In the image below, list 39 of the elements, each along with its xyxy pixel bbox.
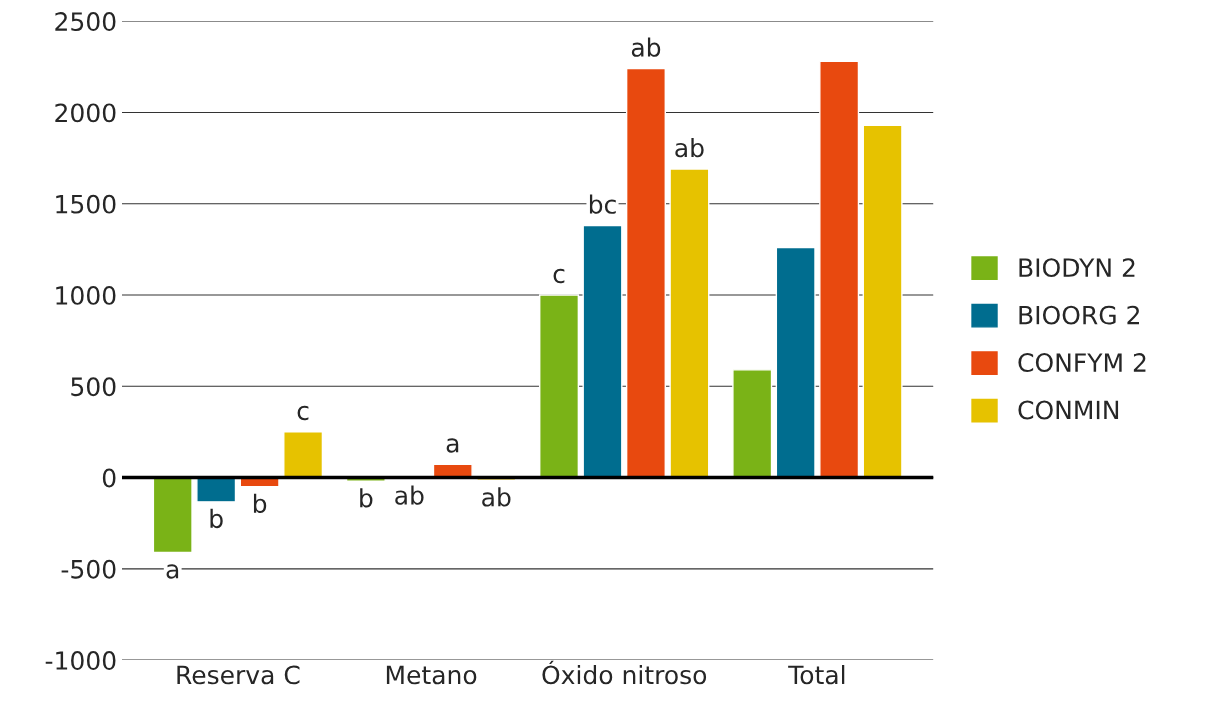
x-tick-label: Metano — [386, 665, 477, 685]
x-tick-label: Reserva C — [177, 665, 300, 685]
x-tick-label: Óxido nitroso — [542, 660, 707, 685]
y-tick-label: 2500 — [55, 12, 116, 32]
y-tick-label: -500 — [61, 559, 116, 579]
data-label: ab — [675, 137, 704, 158]
bar — [582, 224, 623, 479]
legend-label: CONFYM 2 — [1018, 353, 1146, 372]
bar — [819, 60, 860, 479]
bar — [862, 124, 903, 479]
data-label: c — [553, 268, 565, 284]
y-tick-label: 1000 — [56, 285, 116, 305]
data-label: ab — [482, 487, 511, 507]
y-tick-label: 0 — [102, 468, 116, 488]
data-label: b — [253, 493, 267, 513]
y-tick-label: 2000 — [55, 103, 116, 123]
data-label: a — [446, 438, 459, 453]
data-label: b — [360, 488, 373, 508]
bar — [775, 246, 816, 479]
data-label: a — [166, 564, 179, 579]
data-label: ab — [631, 37, 661, 57]
data-label: b — [210, 508, 223, 529]
bar — [539, 294, 580, 479]
y-tick-label: 500 — [71, 377, 116, 397]
legend-label: BIOORG 2 — [1019, 305, 1139, 325]
bar — [625, 67, 666, 479]
y-tick-label: -1000 — [45, 651, 116, 670]
legend-label: CONMIN — [1018, 400, 1119, 420]
bar — [283, 431, 324, 479]
y-tick-label: 1500 — [56, 194, 116, 214]
bar — [152, 476, 193, 554]
data-label: c — [297, 405, 309, 421]
data-label: bc — [589, 194, 616, 214]
bar — [732, 369, 773, 479]
data-label: ab — [395, 485, 424, 505]
x-tick-label: Total — [788, 664, 845, 685]
bar — [669, 168, 710, 479]
bar — [196, 476, 237, 503]
legend-label: BIODYN 2 — [1019, 258, 1135, 278]
